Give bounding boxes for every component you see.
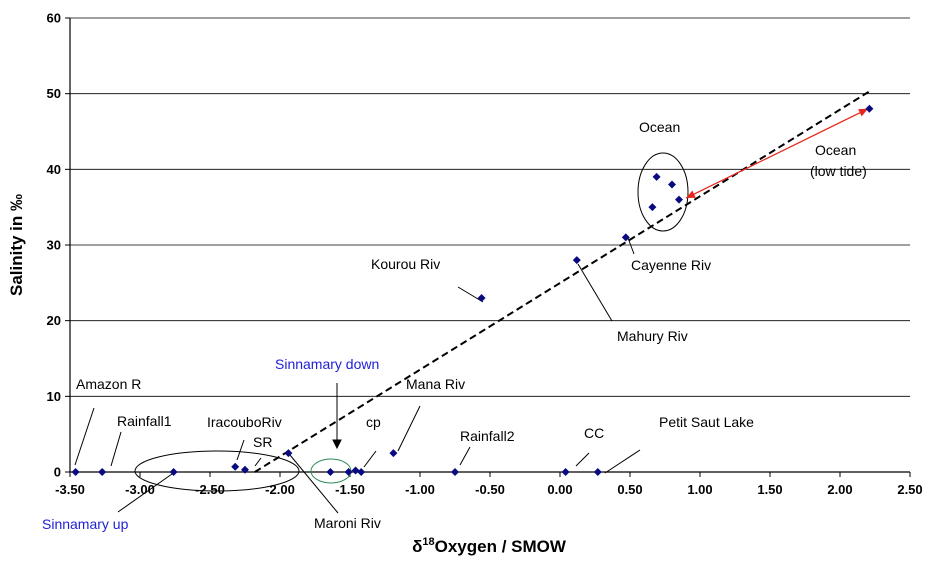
leader-maroni	[289, 454, 339, 514]
label-kourou: Kourou Riv	[371, 256, 440, 272]
leader-mana	[397, 405, 421, 452]
data-point	[98, 468, 107, 476]
data-point	[231, 462, 240, 471]
x-tick-label: 0.00	[547, 482, 572, 497]
x-tick-label: 1.50	[757, 482, 782, 497]
red-arrow-head-end	[858, 108, 868, 117]
label-amazon: Amazon R	[76, 376, 141, 392]
x-axis-title-sup: 18	[422, 536, 434, 548]
x-tick-label: 0.50	[617, 482, 642, 497]
x-axis-title: δ18Oxygen / SMOW	[412, 536, 567, 556]
data-point	[351, 466, 360, 475]
data-point	[593, 468, 602, 476]
x-tick-label: -1.50	[335, 482, 365, 497]
y-tick-label: 10	[47, 389, 61, 404]
annotation-labels: Amazon R Rainfall1 Sinnamary up Iracoubo…	[42, 119, 867, 532]
x-tick-label: 2.50	[897, 482, 922, 497]
data-point	[668, 180, 676, 189]
data-point	[326, 468, 335, 476]
data-point	[477, 293, 486, 302]
leader-cayenne	[627, 237, 635, 255]
label-sr: SR	[253, 434, 272, 450]
data-point	[675, 195, 683, 204]
label-mana: Mana Riv	[406, 376, 465, 392]
leader-mahury	[577, 263, 613, 322]
data-point	[621, 233, 630, 242]
leader-sr	[254, 457, 262, 467]
data-point	[169, 468, 178, 476]
label-mahury: Mahury Riv	[617, 328, 688, 344]
x-tick-label: -1.00	[405, 482, 435, 497]
data-point	[652, 172, 661, 181]
data-point	[451, 468, 459, 476]
data-point	[71, 468, 80, 476]
label-sinnamary-up: Sinnamary up	[42, 516, 129, 532]
leader-amazon	[74, 407, 95, 466]
gridlines	[70, 17, 910, 397]
leader-cc	[575, 452, 590, 467]
leader-iracoubo	[236, 439, 245, 461]
label-petit-saut: Petit Saut Lake	[659, 414, 754, 430]
data-point	[572, 256, 581, 265]
y-tick-label: 50	[47, 86, 61, 101]
ellipse-ocean	[637, 152, 689, 232]
data-point	[357, 468, 366, 476]
label-ocean: Ocean	[639, 119, 680, 135]
label-cp: cp	[366, 414, 381, 430]
leader-cp	[363, 450, 377, 468]
label-rainfall2: Rainfall2	[460, 428, 515, 444]
label-ocean-low-tide-2: (low tide)	[810, 163, 867, 179]
x-tick-label: -0.50	[475, 482, 505, 497]
y-tick-label: 60	[47, 11, 61, 26]
red-arrow-shaft	[685, 108, 869, 199]
y-tick-label: 40	[47, 162, 61, 177]
y-axis-title: Salinity in ‰	[7, 194, 26, 296]
data-point	[344, 468, 353, 476]
y-ticks: 0 10 20 30 40 50 60	[47, 11, 70, 480]
x-axis-title-prefix: δ	[412, 537, 422, 556]
trendline-line	[254, 90, 870, 473]
label-maroni: Maroni Riv	[314, 515, 381, 531]
x-tick-label: -3.00	[125, 482, 155, 497]
red-arrow	[685, 108, 869, 199]
ellipse-sinnamary-up	[134, 450, 300, 492]
data-point	[865, 104, 874, 113]
data-point	[284, 449, 293, 458]
leader-sinnamary-up	[117, 473, 173, 513]
data-point	[389, 449, 398, 458]
label-ocean-low-tide-1: Ocean	[815, 142, 856, 158]
label-cc: CC	[584, 425, 604, 441]
x-axis-title-suffix: Oxygen / SMOW	[435, 537, 567, 556]
x-ticks: -3.50 -3.00 -2.50 -2.00 -1.50 -1.00 -0.50 0.00 0…	[55, 472, 923, 497]
leader-kourou	[457, 286, 484, 303]
label-rainfall1: Rainfall1	[117, 413, 172, 429]
annotation-shapes	[74, 152, 689, 514]
data-points	[71, 104, 874, 476]
leader-rainfall1	[110, 431, 122, 467]
x-tick-label: 1.00	[687, 482, 712, 497]
y-tick-label: 0	[54, 465, 61, 480]
leader-petit-saut	[604, 449, 641, 474]
label-cayenne: Cayenne Riv	[631, 257, 711, 273]
data-point	[241, 465, 249, 474]
leader-rainfall2	[459, 446, 471, 466]
arrow-sinnamary-down-head	[332, 439, 342, 450]
x-tick-label: -2.50	[195, 482, 225, 497]
trendline	[254, 90, 870, 473]
label-sinnamary-down: Sinnamary down	[275, 356, 379, 372]
label-iracoubo: IracouboRiv	[207, 414, 282, 430]
data-point	[648, 203, 657, 212]
x-tick-label: 2.00	[827, 482, 852, 497]
y-tick-label: 30	[47, 238, 61, 253]
red-arrow-head-start	[686, 190, 696, 199]
y-tick-label: 20	[47, 313, 61, 328]
x-tick-label: -3.50	[55, 482, 85, 497]
data-point	[561, 468, 570, 476]
